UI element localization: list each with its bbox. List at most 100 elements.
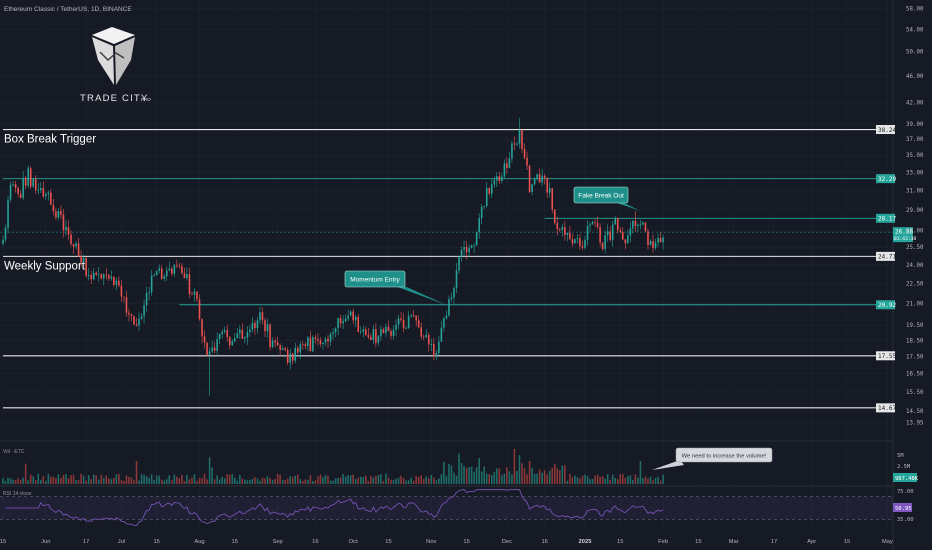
volume-bar <box>508 471 511 484</box>
volume-bar <box>349 475 352 484</box>
volume-bar <box>213 479 216 484</box>
candle-body <box>198 299 201 320</box>
volume-bar <box>541 472 543 484</box>
volume-bar <box>226 473 229 484</box>
volume-bar <box>586 476 589 484</box>
candle-body <box>120 285 123 297</box>
x-tick-label: Jun <box>41 539 50 545</box>
candle-body <box>498 176 501 182</box>
candle-body <box>85 257 87 276</box>
candle-body <box>506 163 508 168</box>
candle-body <box>478 218 480 233</box>
volume-bar <box>659 480 662 484</box>
candle-body <box>173 264 176 274</box>
volume-bar <box>97 479 100 484</box>
candle-body <box>168 268 171 271</box>
candle-body <box>228 337 231 346</box>
volume-bar <box>400 475 402 484</box>
volume-bar <box>105 475 108 484</box>
x-tick-label: 17 <box>83 539 89 545</box>
volume-bar <box>574 475 576 484</box>
volume-bar <box>130 477 133 484</box>
volume-bar <box>261 477 264 484</box>
volume-bar <box>433 477 435 484</box>
candle-body <box>382 329 385 334</box>
candle-body <box>42 188 45 197</box>
candle-body <box>100 274 103 279</box>
volume-bar <box>72 474 75 484</box>
volume-bar <box>37 473 40 484</box>
candle-body <box>327 338 329 342</box>
volume-bar <box>528 461 531 484</box>
volume-bar <box>543 470 546 484</box>
volume-bar <box>281 479 284 484</box>
candle-body <box>7 199 9 228</box>
candle-body <box>317 339 319 341</box>
level-price-label: 14.67 <box>878 405 896 412</box>
candle-body <box>412 314 415 316</box>
callout-pointer <box>614 202 641 211</box>
candle-body <box>647 231 649 245</box>
volume-bar <box>501 475 503 484</box>
current-price-tag <box>893 227 913 243</box>
candle-body <box>594 221 596 223</box>
y-tick-label: 29.00 <box>906 208 924 214</box>
rsi-tick: 75.00 <box>897 489 914 495</box>
volume-bar <box>604 478 606 484</box>
candle-body <box>22 177 24 198</box>
candle-body <box>397 318 400 325</box>
volume-bar <box>244 479 246 484</box>
volume-bar <box>171 480 173 484</box>
candle-body <box>289 353 291 363</box>
candle-body <box>503 163 506 177</box>
volume-bar <box>221 476 223 484</box>
candle-body <box>201 319 203 337</box>
y-tick-label: 15.50 <box>906 390 924 396</box>
candle-body <box>511 143 513 159</box>
candle-body <box>236 333 239 339</box>
volume-tick: 2.5M <box>897 464 911 470</box>
volume-bar <box>412 480 415 484</box>
candle-body <box>231 341 234 346</box>
volume-bar <box>264 478 266 484</box>
volume-bar <box>385 473 387 484</box>
candle-body <box>637 224 639 226</box>
volume-bar <box>417 476 420 484</box>
level-price-tag <box>876 351 895 361</box>
candle-body <box>193 291 196 295</box>
x-tick-label: 15 <box>463 539 469 545</box>
candle-body <box>410 314 412 317</box>
y-tick-label: 13.95 <box>906 420 924 426</box>
candle-body <box>37 190 40 191</box>
candle-body <box>14 184 17 189</box>
volume-bar <box>102 477 105 484</box>
volume-bar <box>128 476 130 484</box>
volume-bar <box>463 465 465 484</box>
volume-bar <box>80 474 82 484</box>
candle-body <box>138 318 140 326</box>
volume-bar <box>196 480 198 484</box>
volume-bar <box>453 472 455 484</box>
candle-body <box>125 297 128 313</box>
candle-body <box>148 292 150 294</box>
volume-bar <box>150 474 153 484</box>
volume-bar <box>637 477 639 484</box>
volume-bar <box>231 474 234 484</box>
candle-body <box>322 342 324 344</box>
level-price-label: 20.92 <box>878 302 896 309</box>
volume-bar <box>234 477 236 484</box>
rsi-line <box>5 489 664 527</box>
volume-bar <box>186 474 188 484</box>
candle-body <box>463 246 465 250</box>
volume-bar <box>465 467 468 484</box>
candle-body <box>380 329 382 337</box>
volume-bar <box>521 463 523 484</box>
volume-note-label: We need to increase the volume! <box>682 454 767 460</box>
candle-body <box>160 268 163 279</box>
candle-body <box>50 192 52 205</box>
candle-body <box>55 211 57 218</box>
candle-body <box>349 311 352 316</box>
volume-bar <box>259 480 261 484</box>
candle-body <box>241 329 244 339</box>
